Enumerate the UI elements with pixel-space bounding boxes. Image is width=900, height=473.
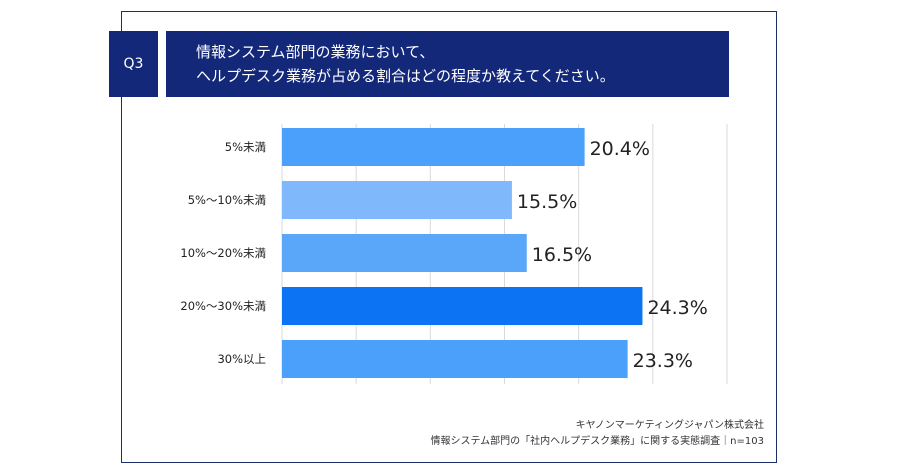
question-title-line-2: ヘルプデスク業務が占める割合はどの程度か教えてください。: [196, 67, 615, 85]
category-label-1: 5%未満: [225, 140, 266, 154]
value-label-5: 23.3%: [633, 350, 693, 372]
source-footer: キヤノンマーケティングジャパン株式会社 情報システム部門の「社内ヘルプデスク業務…: [430, 418, 764, 450]
question-badge: Q3: [109, 31, 158, 97]
category-label-4: 20%〜30%未満: [180, 299, 266, 313]
category-label-2: 5%〜10%未満: [188, 193, 266, 207]
bar-2: [282, 181, 512, 219]
value-label-4: 24.3%: [647, 297, 707, 319]
bar-5: [282, 340, 628, 378]
category-labels: 5%未満 5%〜10%未満 10%〜20%未満 20%〜30%未満 30%以上: [180, 140, 266, 366]
value-label-1: 20.4%: [590, 138, 650, 160]
chart-frame: [121, 11, 777, 463]
bars: [282, 128, 643, 378]
source-survey: 情報システム部門の「社内ヘルプデスク業務」に関する実態調査｜n=103: [430, 436, 764, 447]
bar-1: [282, 128, 585, 166]
source-company: キヤノンマーケティングジャパン株式会社: [575, 420, 764, 431]
bar-3: [282, 234, 527, 272]
category-label-5: 30%以上: [217, 352, 266, 366]
question-title-line-1: 情報システム部門の業務において、: [196, 43, 435, 61]
bar-4: [282, 287, 643, 325]
value-label-2: 15.5%: [517, 191, 577, 213]
value-labels: 20.4% 15.5% 16.5% 24.3% 23.3%: [517, 138, 708, 372]
category-label-3: 10%〜20%未満: [180, 246, 266, 260]
value-label-3: 16.5%: [532, 244, 592, 266]
question-title: 情報システム部門の業務において、 ヘルプデスク業務が占める割合はどの程度か教えて…: [166, 31, 729, 97]
